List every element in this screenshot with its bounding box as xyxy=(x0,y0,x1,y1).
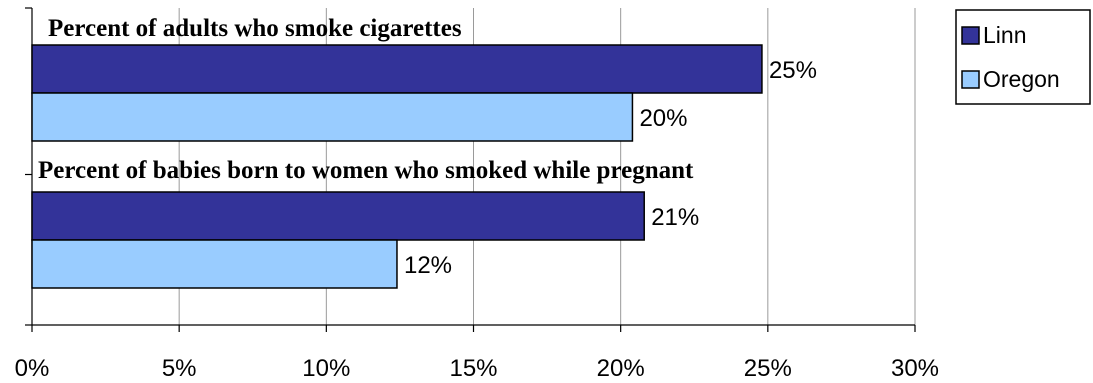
x-tick-label-0: 0% xyxy=(15,355,50,382)
category-label-0: Percent of adults who smoke cigarettes xyxy=(48,15,462,42)
category-labels: Percent of adults who smoke cigarettes Pe… xyxy=(38,15,694,184)
legend-label-oregon: Oregon xyxy=(983,66,1060,92)
x-tick-label-2: 10% xyxy=(302,355,350,382)
bar-linn-1 xyxy=(31,191,645,241)
x-tick-label-1: 5% xyxy=(162,355,197,382)
data-label-oregon-0: 20% xyxy=(639,105,687,132)
data-labels: 25% 20% 21% 12% xyxy=(404,57,817,279)
data-label-oregon-1: 12% xyxy=(404,252,452,279)
x-tick-label-3: 15% xyxy=(449,355,497,382)
legend: Linn Oregon xyxy=(955,9,1091,105)
category-label-1: Percent of babies born to women who smok… xyxy=(38,157,694,184)
bar-linn-0 xyxy=(31,44,763,94)
x-tick-label-4: 20% xyxy=(597,355,645,382)
data-label-linn-1: 21% xyxy=(651,204,699,231)
x-tick-labels: 0% 5% 10% 15% 20% 25% 30% xyxy=(15,355,939,382)
bars xyxy=(31,44,763,289)
legend-label-linn: Linn xyxy=(983,22,1026,48)
data-label-linn-0: 25% xyxy=(769,57,817,84)
legend-swatch-linn xyxy=(961,26,980,45)
bar-oregon-1 xyxy=(31,239,398,289)
legend-swatch-oregon xyxy=(961,70,980,89)
x-tick-label-5: 25% xyxy=(744,355,792,382)
x-tick-label-6: 30% xyxy=(891,355,939,382)
bar-oregon-0 xyxy=(31,92,634,142)
